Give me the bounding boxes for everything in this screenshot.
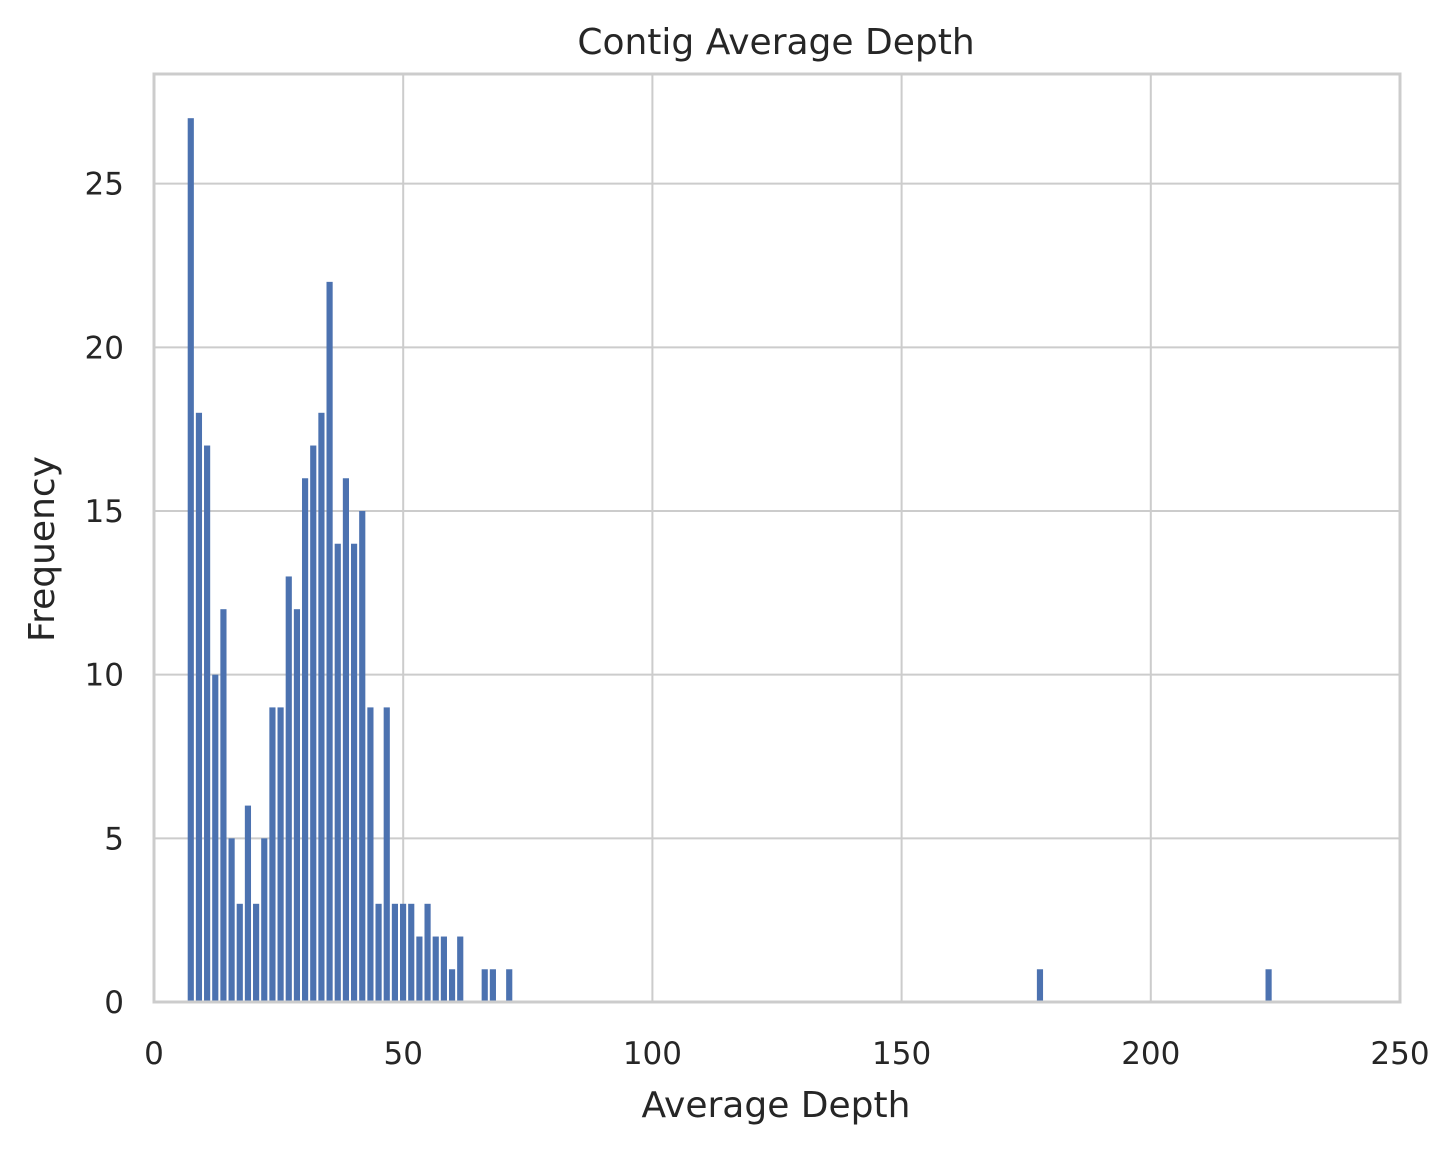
histogram-bar [334,543,341,1002]
histogram-bar [302,478,309,1003]
histogram-bar [399,903,407,1002]
histogram-bar [481,969,488,1002]
histogram-bar [367,707,374,1002]
histogram-bar [1265,969,1272,1002]
histogram-bar [432,936,439,1002]
x-tick-label: 250 [1370,1036,1429,1072]
histogram-bar [408,903,415,1002]
histogram-bar [220,609,227,1002]
histogram-bar [277,707,284,1002]
tick-labels: 0 50 100 150 200 250 0 5 10 15 20 25 [85,167,1430,1072]
histogram-bar [359,510,366,1002]
gridlines [153,74,1401,1003]
histogram-bar [1036,969,1044,1002]
x-axis-label: Average Depth [642,1085,911,1126]
y-tick-label: 20 [85,330,124,366]
histogram-bar [236,903,243,1002]
histogram-bar [416,936,423,1002]
histogram-bar [424,903,431,1002]
histogram-bars [187,118,1272,1003]
histogram-bar [375,903,382,1002]
y-tick-label: 0 [104,985,124,1021]
histogram-bar [383,707,390,1002]
histogram-bar [440,936,447,1002]
histogram-bar [342,478,350,1003]
histogram-bar [457,936,464,1002]
histogram-bar [310,445,317,1002]
x-tick-label: 200 [1121,1036,1180,1072]
plot-frame [152,72,1402,1004]
histogram-bar [187,118,194,1002]
chart-title: Contig Average Depth [577,22,974,63]
histogram-bar [506,969,513,1002]
histogram-bar [391,903,398,1002]
histogram-bar [253,903,260,1002]
histogram-bar [318,412,325,1002]
y-tick-label: 25 [85,167,124,203]
y-tick-label: 15 [85,494,124,530]
x-tick-label: 150 [872,1036,931,1072]
histogram-bar [448,969,456,1002]
histogram-bar [351,543,358,1002]
x-tick-label: 100 [623,1036,682,1072]
histogram-bar [326,281,333,1003]
x-tick-label: 0 [144,1036,164,1072]
histogram-bar [212,674,219,1002]
histogram-bar [261,838,268,1002]
histogram-bar [228,838,235,1002]
histogram-bar [269,707,276,1002]
histogram-bar [293,609,301,1002]
histogram-bar [244,805,252,1002]
histogram-bar [204,445,211,1002]
histogram-bar [489,969,496,1002]
histogram-bar [195,412,203,1002]
histogram-bar [285,576,292,1002]
y-tick-label: 5 [104,821,124,857]
y-tick-label: 10 [85,658,124,694]
y-axis-label: Frequency [22,456,63,642]
x-tick-label: 50 [383,1036,422,1072]
